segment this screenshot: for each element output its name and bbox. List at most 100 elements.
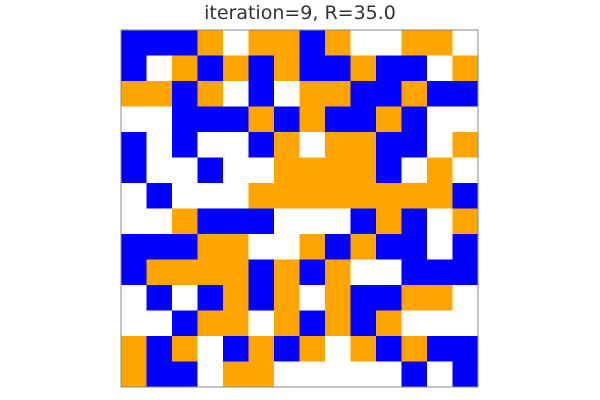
heatmap-cell-r1-c6 xyxy=(274,55,300,82)
heatmap-cell-r0-c5 xyxy=(248,30,275,56)
heatmap-cell-r6-c4 xyxy=(223,183,249,209)
heatmap-cell-r1-c3 xyxy=(197,55,224,82)
heatmap-cell-r6-c12 xyxy=(427,183,453,209)
chart-title: iteration=9, R=35.0 xyxy=(204,2,396,24)
heatmap-cell-r10-c7 xyxy=(299,285,326,311)
heatmap-cell-r6-c0 xyxy=(121,183,147,209)
heatmap-cell-r2-c9 xyxy=(350,81,377,107)
heatmap-cell-r12-c3 xyxy=(197,336,224,362)
heatmap-cell-r3-c11 xyxy=(401,106,428,133)
heatmap-cell-r11-c0 xyxy=(121,310,147,337)
heatmap-cell-r10-c2 xyxy=(172,285,198,311)
heatmap-cell-r0-c3 xyxy=(197,30,224,56)
heatmap-cell-r8-c8 xyxy=(325,234,351,260)
heatmap-cell-r13-c3 xyxy=(197,361,224,388)
heatmap-cell-r8-c4 xyxy=(223,234,249,260)
heatmap-cell-r6-c7 xyxy=(299,183,326,209)
heatmap-cell-r11-c1 xyxy=(146,310,173,337)
heatmap-cell-r10-c0 xyxy=(121,285,147,311)
heatmap-cell-r8-c0 xyxy=(121,234,147,260)
heatmap-cell-r2-c8 xyxy=(325,81,351,107)
heatmap-cell-r1-c9 xyxy=(350,55,377,82)
heatmap-cell-r1-c5 xyxy=(248,55,275,82)
heatmap-cell-r11-c11 xyxy=(401,310,428,337)
heatmap-cell-r12-c7 xyxy=(299,336,326,362)
heatmap-cell-r12-c12 xyxy=(427,336,453,362)
heatmap-cell-r0-c8 xyxy=(325,30,351,56)
heatmap-cell-r1-c12 xyxy=(427,55,453,82)
heatmap-cell-r13-c6 xyxy=(274,361,300,388)
heatmap-cell-r3-c13 xyxy=(452,106,479,133)
heatmap-cell-r10-c12 xyxy=(427,285,453,311)
heatmap-cell-r1-c2 xyxy=(172,55,198,82)
heatmap-cell-r8-c10 xyxy=(376,234,402,260)
heatmap-cell-r2-c0 xyxy=(121,81,147,107)
heatmap-cell-r2-c1 xyxy=(146,81,173,107)
heatmap-cell-r4-c13 xyxy=(452,132,479,158)
heatmap-cell-r5-c9 xyxy=(350,157,377,184)
heatmap-cell-r11-c8 xyxy=(325,310,351,337)
heatmap-cell-r2-c4 xyxy=(223,81,249,107)
heatmap-cell-r10-c13 xyxy=(452,285,479,311)
heatmap-cell-r2-c6 xyxy=(274,81,300,107)
heatmap-cell-r12-c8 xyxy=(325,336,351,362)
heatmap-cell-r2-c5 xyxy=(248,81,275,107)
heatmap-cell-r2-c11 xyxy=(401,81,428,107)
heatmap-cell-r11-c6 xyxy=(274,310,300,337)
heatmap-cell-r6-c2 xyxy=(172,183,198,209)
heatmap-cell-r10-c6 xyxy=(274,285,300,311)
heatmap-cell-r3-c0 xyxy=(121,106,147,133)
heatmap-cell-r4-c6 xyxy=(274,132,300,158)
heatmap-cell-r6-c6 xyxy=(274,183,300,209)
heatmap-cell-r11-c12 xyxy=(427,310,453,337)
plot-frame xyxy=(120,29,479,388)
heatmap-cell-r6-c1 xyxy=(146,183,173,209)
heatmap-cell-r7-c1 xyxy=(146,208,173,235)
heatmap-cell-r3-c1 xyxy=(146,106,173,133)
heatmap-cell-r7-c13 xyxy=(452,208,479,235)
heatmap-cell-r6-c8 xyxy=(325,183,351,209)
heatmap-cell-r13-c2 xyxy=(172,361,198,388)
heatmap-cell-r6-c9 xyxy=(350,183,377,209)
heatmap-cell-r1-c10 xyxy=(376,55,402,82)
heatmap-cell-r7-c7 xyxy=(299,208,326,235)
heatmap-cell-r0-c10 xyxy=(376,30,402,56)
heatmap-cell-r13-c11 xyxy=(401,361,428,388)
heatmap-cell-r13-c13 xyxy=(452,361,479,388)
heatmap-cell-r7-c6 xyxy=(274,208,300,235)
heatmap-cell-r13-c4 xyxy=(223,361,249,388)
heatmap-cell-r9-c7 xyxy=(299,259,326,286)
heatmap-cell-r13-c7 xyxy=(299,361,326,388)
heatmap-cell-r4-c9 xyxy=(350,132,377,158)
heatmap-cell-r2-c13 xyxy=(452,81,479,107)
heatmap-cell-r9-c0 xyxy=(121,259,147,286)
heatmap-cell-r3-c9 xyxy=(350,106,377,133)
heatmap-cell-r6-c13 xyxy=(452,183,479,209)
heatmap-cell-r1-c11 xyxy=(401,55,428,82)
heatmap-cell-r0-c2 xyxy=(172,30,198,56)
heatmap-cell-r13-c0 xyxy=(121,361,147,388)
heatmap-cell-r11-c7 xyxy=(299,310,326,337)
heatmap-cell-r0-c1 xyxy=(146,30,173,56)
heatmap-cell-r12-c11 xyxy=(401,336,428,362)
heatmap-cell-r2-c12 xyxy=(427,81,453,107)
heatmap-cell-r12-c9 xyxy=(350,336,377,362)
heatmap-cell-r1-c7 xyxy=(299,55,326,82)
heatmap-cell-r7-c8 xyxy=(325,208,351,235)
heatmap-cell-r2-c10 xyxy=(376,81,402,107)
heatmap-cell-r12-c0 xyxy=(121,336,147,362)
heatmap-cell-r4-c7 xyxy=(299,132,326,158)
heatmap-cell-r9-c10 xyxy=(376,259,402,286)
heatmap-cell-r8-c9 xyxy=(350,234,377,260)
heatmap-cell-r13-c1 xyxy=(146,361,173,388)
heatmap-cell-r4-c1 xyxy=(146,132,173,158)
heatmap-cell-r11-c10 xyxy=(376,310,402,337)
heatmap-cell-r4-c11 xyxy=(401,132,428,158)
heatmap-cell-r6-c11 xyxy=(401,183,428,209)
heatmap-cell-r8-c5 xyxy=(248,234,275,260)
heatmap-cell-r6-c10 xyxy=(376,183,402,209)
heatmap-cell-r12-c4 xyxy=(223,336,249,362)
heatmap-cell-r5-c8 xyxy=(325,157,351,184)
heatmap-cell-r5-c1 xyxy=(146,157,173,184)
heatmap-cell-r4-c8 xyxy=(325,132,351,158)
